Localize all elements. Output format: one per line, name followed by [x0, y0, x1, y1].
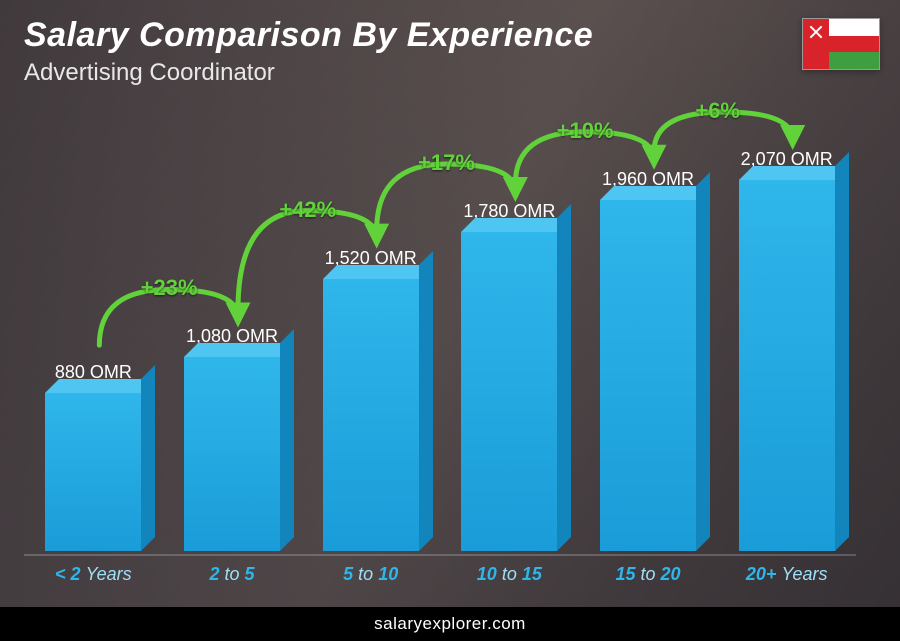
- x-axis-labels: < 2 Years2 to 55 to 1010 to 1515 to 2020…: [24, 554, 856, 585]
- chart-area: 880 OMR1,080 OMR1,520 OMR1,780 OMR1,960 …: [24, 120, 856, 585]
- bar-slot: 1,960 OMR: [579, 120, 718, 551]
- bar: [45, 393, 141, 551]
- bar: [323, 279, 419, 551]
- x-axis-label: 15 to 20: [579, 564, 718, 585]
- flag-emblem-icon: [807, 23, 825, 41]
- country-flag-oman: [802, 18, 880, 70]
- bar: [461, 232, 557, 551]
- x-axis-label: 5 to 10: [301, 564, 440, 585]
- page-title: Salary Comparison By Experience: [24, 16, 593, 55]
- bar: [739, 180, 835, 551]
- bar-slot: 1,080 OMR: [163, 120, 302, 551]
- x-axis-label: < 2 Years: [24, 564, 163, 585]
- x-axis-label: 10 to 15: [440, 564, 579, 585]
- bar: [184, 357, 280, 551]
- bar-slot: 2,070 OMR: [717, 120, 856, 551]
- bar: [600, 200, 696, 551]
- infographic-stage: Salary Comparison By Experience Advertis…: [0, 0, 900, 641]
- footer-attribution: salaryexplorer.com: [0, 607, 900, 641]
- bars-container: 880 OMR1,080 OMR1,520 OMR1,780 OMR1,960 …: [24, 120, 856, 551]
- page-subtitle: Advertising Coordinator: [24, 59, 593, 87]
- bar-slot: 1,520 OMR: [301, 120, 440, 551]
- x-axis-label: 20+ Years: [717, 564, 856, 585]
- bar-slot: 880 OMR: [24, 120, 163, 551]
- x-axis-label: 2 to 5: [163, 564, 302, 585]
- bar-slot: 1,780 OMR: [440, 120, 579, 551]
- title-block: Salary Comparison By Experience Advertis…: [24, 16, 593, 87]
